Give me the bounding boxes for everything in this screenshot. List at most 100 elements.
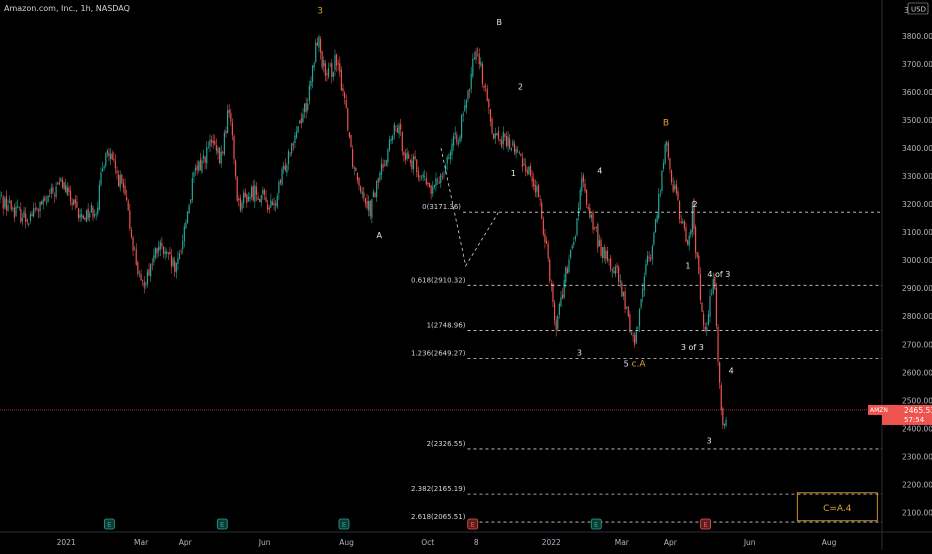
candle-body: [202, 154, 205, 159]
candle-body: [464, 105, 466, 111]
candle-body: [69, 190, 72, 202]
candle-body: [563, 280, 565, 298]
candle-body: [485, 86, 487, 87]
candle-body: [31, 213, 33, 217]
candle-body: [605, 250, 607, 259]
candle-body: [166, 251, 168, 254]
candle-body: [387, 149, 389, 163]
candle-body: [574, 236, 576, 240]
candle-body: [595, 226, 597, 228]
candle-body: [584, 183, 586, 192]
candle-body: [388, 139, 391, 151]
candle-body: [292, 144, 294, 146]
candle-body: [493, 133, 495, 140]
candle-body: [255, 186, 258, 195]
candle-body: [467, 90, 469, 100]
candle-body: [571, 245, 573, 249]
y-tick-label: 3000.00: [902, 256, 932, 265]
candle-body: [539, 198, 541, 200]
candle-body: [63, 182, 65, 189]
candle-body: [57, 183, 59, 185]
candle-body: [138, 272, 141, 274]
candle-body: [425, 177, 427, 185]
candle-body: [594, 226, 596, 228]
candle-body: [177, 258, 179, 264]
candle-body: [95, 214, 97, 216]
candle-body: [634, 334, 636, 345]
candles: [0, 34, 727, 430]
y-tick-label: 3200.00: [902, 200, 932, 209]
candle-body: [201, 160, 203, 173]
candle-body: [685, 227, 687, 242]
candle-body: [130, 229, 133, 237]
candle-body: [613, 270, 615, 274]
candle-body: [446, 157, 448, 164]
candle-body: [392, 135, 394, 141]
candle-body: [243, 193, 245, 204]
candle-body: [154, 247, 157, 258]
candle-body: [121, 174, 123, 184]
candle-body: [287, 151, 290, 165]
fib-level-label: 1.236(2649.27): [411, 349, 466, 357]
candle-body: [528, 166, 530, 175]
candle-body: [499, 139, 501, 141]
candle-body: [249, 196, 251, 199]
candle-body: [167, 252, 169, 254]
candle-body: [553, 302, 556, 321]
candle-body: [20, 208, 22, 222]
candle-body: [496, 133, 498, 136]
candle-body: [106, 150, 108, 155]
candle-body: [360, 186, 362, 192]
candle-body: [699, 273, 702, 301]
candle-body: [451, 143, 453, 155]
candle-body: [432, 186, 434, 194]
candle-body: [353, 167, 355, 169]
candle-body: [153, 255, 155, 263]
candle-body: [188, 205, 190, 214]
wave-label: 4: [729, 367, 734, 376]
candle-body: [573, 242, 575, 245]
candle-body: [318, 36, 320, 48]
candle-body: [537, 185, 540, 198]
candle-body: [143, 281, 145, 288]
candle-body: [295, 131, 298, 138]
candle-body: [545, 240, 548, 244]
candle-body: [52, 187, 54, 193]
earnings-marker: [467, 518, 479, 530]
candle-body: [273, 203, 275, 206]
candle-body: [707, 314, 710, 325]
candle-body: [412, 156, 415, 170]
candle-body: [374, 193, 376, 197]
wave-label: 5: [624, 360, 629, 369]
candle-body: [368, 201, 370, 211]
note-box: [796, 492, 878, 522]
candle-body: [145, 283, 147, 285]
candle-body: [206, 147, 208, 164]
candle-body: [507, 136, 509, 147]
symbol-label: AMZN: [870, 407, 888, 414]
y-tick-label: 3400.00: [902, 144, 932, 153]
fib-level-label: 2.382(2165.19): [411, 485, 466, 493]
candle-body: [350, 134, 352, 147]
candle-body: [182, 240, 184, 250]
candle-body: [380, 163, 383, 175]
candle-body: [212, 140, 214, 144]
candle-body: [124, 185, 126, 195]
y-tick-label: 3500.00: [902, 116, 932, 125]
candle-body: [632, 335, 634, 337]
candle-body: [424, 176, 426, 178]
x-tick-label: Apr: [664, 538, 678, 547]
candle-body: [81, 213, 83, 218]
candle-body: [384, 165, 386, 167]
candle-body: [308, 85, 310, 102]
candle-body: [711, 293, 713, 295]
candle-body: [247, 196, 250, 202]
candle-body: [525, 165, 527, 171]
candle-body: [45, 201, 48, 204]
candle-body: [371, 199, 373, 218]
candle-body: [706, 327, 708, 331]
candle-body: [534, 184, 536, 193]
candle-body: [122, 182, 125, 188]
candle-body: [111, 153, 113, 160]
